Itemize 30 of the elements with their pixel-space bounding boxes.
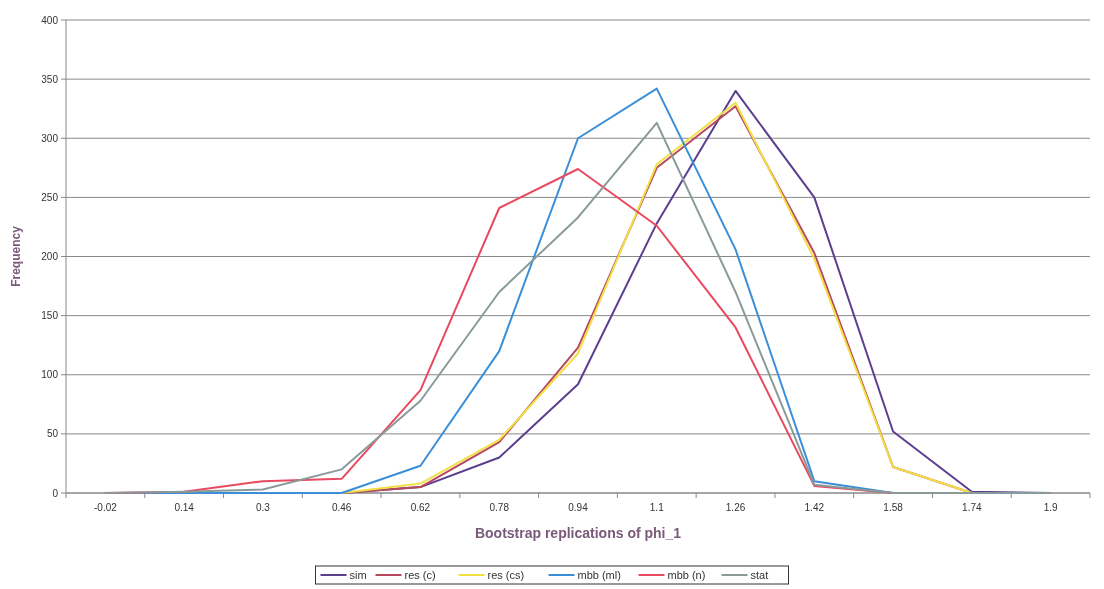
x-tick-label: 0.78 [489,502,510,513]
x-tick-label: 1.58 [883,502,904,513]
y-tick-label: 150 [41,310,59,322]
x-tick-label: 1.1 [649,502,665,513]
legend-label: res (cs) [487,568,525,581]
y-tick-label: 200 [41,251,59,262]
x-tick-label: 1.74 [962,502,983,513]
y-tick-label: 0 [52,487,59,499]
y-axis-title: Frequency [9,225,23,287]
y-tick-label: 400 [41,14,59,26]
x-tick-label: 0.3 [255,502,271,513]
x-tick-label: 0.46 [331,502,352,513]
x-axis-title: Bootstrap replications of phi_1 [474,525,682,541]
legend-label: mbb (n) [667,568,706,581]
y-tick-label: 50 [46,428,59,440]
legend-label: sim [349,568,367,581]
x-tick-label: 1.9 [1043,502,1058,513]
x-tick-label: 1.26 [725,502,746,513]
y-tick-label: 300 [41,132,59,144]
legend-label: mbb (ml) [577,568,621,581]
legend-label: res (c) [404,568,436,581]
y-tick-label: 100 [41,369,59,381]
x-tick-label: 0.94 [568,502,589,513]
x-tick-label: 0.14 [174,502,195,513]
x-tick-label: 0.62 [410,502,431,513]
legend-label: stat [750,568,769,581]
y-tick-label: 250 [41,191,59,203]
y-tick-label: 350 [41,73,59,85]
x-tick-label: -0.02 [93,502,118,513]
x-tick-label: 1.42 [804,502,825,513]
